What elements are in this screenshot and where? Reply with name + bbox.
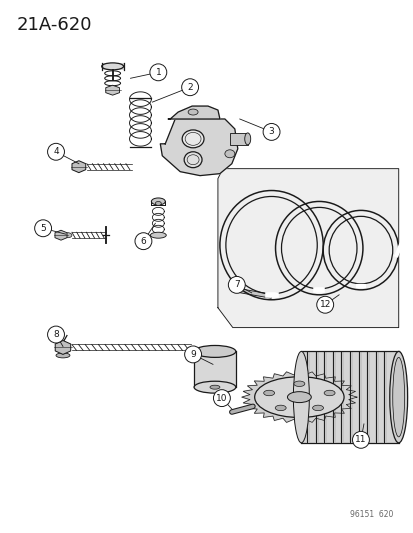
Text: 7: 7 — [233, 280, 239, 289]
Ellipse shape — [389, 351, 407, 443]
Bar — [331, 352, 335, 442]
Circle shape — [213, 390, 230, 407]
Circle shape — [150, 64, 166, 81]
Polygon shape — [55, 230, 67, 240]
Text: 10: 10 — [216, 393, 227, 402]
Bar — [382, 352, 386, 442]
Polygon shape — [105, 85, 119, 95]
Polygon shape — [72, 161, 85, 173]
Polygon shape — [241, 371, 356, 423]
Ellipse shape — [150, 232, 166, 238]
Bar — [374, 352, 378, 442]
Polygon shape — [160, 119, 237, 175]
Ellipse shape — [287, 392, 311, 402]
Bar — [301, 351, 398, 443]
Ellipse shape — [64, 233, 72, 238]
Circle shape — [181, 79, 198, 95]
Bar — [348, 352, 352, 442]
Ellipse shape — [102, 63, 123, 70]
Ellipse shape — [254, 377, 343, 417]
Circle shape — [316, 296, 333, 313]
Bar — [365, 352, 369, 442]
Polygon shape — [232, 287, 271, 298]
Ellipse shape — [392, 358, 404, 437]
Circle shape — [35, 220, 52, 237]
Circle shape — [351, 431, 368, 448]
Bar — [306, 352, 310, 442]
Text: 3: 3 — [268, 127, 274, 136]
Ellipse shape — [293, 381, 304, 386]
Text: 21A-620: 21A-620 — [16, 15, 92, 34]
Bar — [314, 352, 318, 442]
Circle shape — [47, 143, 64, 160]
Circle shape — [135, 233, 152, 249]
Bar — [323, 352, 327, 442]
Ellipse shape — [194, 345, 235, 358]
Ellipse shape — [263, 390, 274, 395]
Polygon shape — [55, 341, 71, 354]
Ellipse shape — [184, 152, 202, 168]
Ellipse shape — [224, 150, 234, 158]
Text: 12: 12 — [319, 300, 330, 309]
Text: 96151  620: 96151 620 — [349, 510, 393, 519]
Bar — [229, 133, 247, 145]
Ellipse shape — [209, 385, 219, 389]
Ellipse shape — [56, 353, 70, 358]
Polygon shape — [217, 168, 398, 328]
Text: 9: 9 — [190, 350, 195, 359]
Circle shape — [47, 326, 64, 343]
Ellipse shape — [312, 405, 323, 410]
Circle shape — [263, 124, 279, 140]
Text: 8: 8 — [53, 330, 59, 339]
Circle shape — [184, 346, 201, 363]
Text: 5: 5 — [40, 224, 46, 233]
Ellipse shape — [155, 201, 161, 205]
Ellipse shape — [293, 351, 309, 443]
Ellipse shape — [244, 133, 250, 145]
Ellipse shape — [194, 381, 235, 393]
Bar — [102, 63, 123, 70]
Text: 2: 2 — [187, 83, 192, 92]
Text: 1: 1 — [155, 68, 161, 77]
Polygon shape — [168, 106, 219, 119]
Text: 6: 6 — [140, 237, 146, 246]
Ellipse shape — [182, 130, 204, 148]
Text: 11: 11 — [354, 435, 366, 445]
Ellipse shape — [323, 390, 334, 395]
Bar — [339, 352, 344, 442]
Bar — [357, 352, 361, 442]
Text: 4: 4 — [53, 147, 59, 156]
Ellipse shape — [188, 109, 197, 115]
Circle shape — [228, 277, 244, 293]
Bar — [194, 351, 235, 387]
Ellipse shape — [151, 198, 165, 205]
Ellipse shape — [275, 405, 285, 410]
